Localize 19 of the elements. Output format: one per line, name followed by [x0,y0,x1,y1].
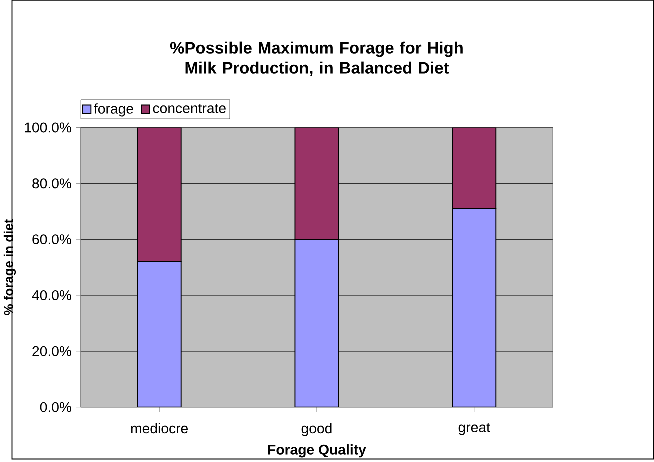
y-tick-label: 60.0% [32,234,72,245]
bar [137,262,182,408]
x-axis-title: Forage Quality [268,444,366,458]
bar [294,128,340,240]
x-tick-label: mediocre [131,423,188,434]
x-tick-label: good [302,423,332,437]
chart-title: %Possible Maximum Forage for High Milk Production, in Balanced Diet [170,42,463,76]
y-tick-label: 0.0% [40,402,72,412]
y-tick-label: 20.0% [32,346,72,357]
y-tick-label: 40.0% [32,290,72,301]
bar [137,128,182,263]
bar [294,239,340,408]
y-tick-label: 80.0% [32,178,72,189]
bar [452,128,497,210]
bar [452,208,497,408]
legend-label: forage [94,104,134,117]
legend-label: concentrate [153,104,226,114]
y-tick-label: 100.0% [25,122,72,133]
x-tick-label: great [458,423,490,436]
